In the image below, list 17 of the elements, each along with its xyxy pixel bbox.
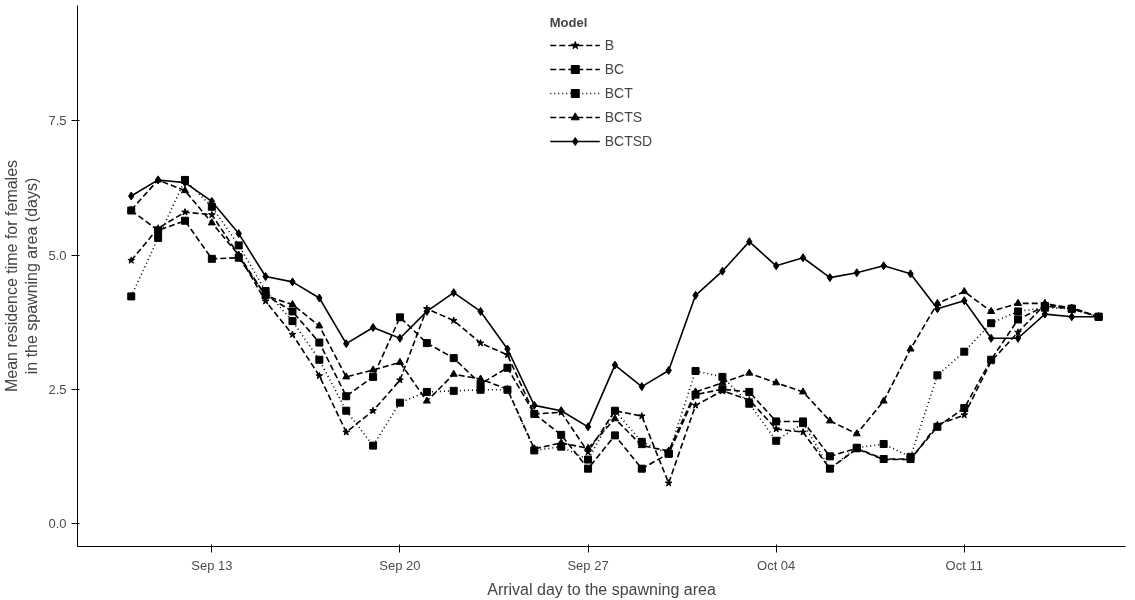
y-axis-title: Mean residence time for females in the spawning area (days) (3, 159, 41, 393)
legend-label: BC (604, 61, 625, 77)
legend-label: B (604, 37, 616, 53)
y-tick-label: 7.5 (48, 113, 67, 129)
y-tick-label: 5.0 (48, 247, 67, 263)
y-tick-label: 2.5 (48, 381, 67, 397)
legend-label: BCTS (604, 109, 643, 125)
x-axis-title: Arrival day to the spawning area (487, 580, 716, 598)
x-tick-label: Oct 04 (757, 557, 796, 573)
x-tick-label: Sep 20 (379, 557, 421, 573)
legend-label: BCT (604, 85, 633, 101)
y-tick-label: 0.0 (48, 515, 67, 531)
x-tick-label: Oct 11 (945, 557, 983, 573)
x-tick-label: Sep 13 (191, 557, 233, 573)
legend-label: BCTSD (604, 133, 653, 149)
legend-title: Model (549, 15, 589, 30)
x-tick-label: Sep 27 (567, 557, 609, 573)
